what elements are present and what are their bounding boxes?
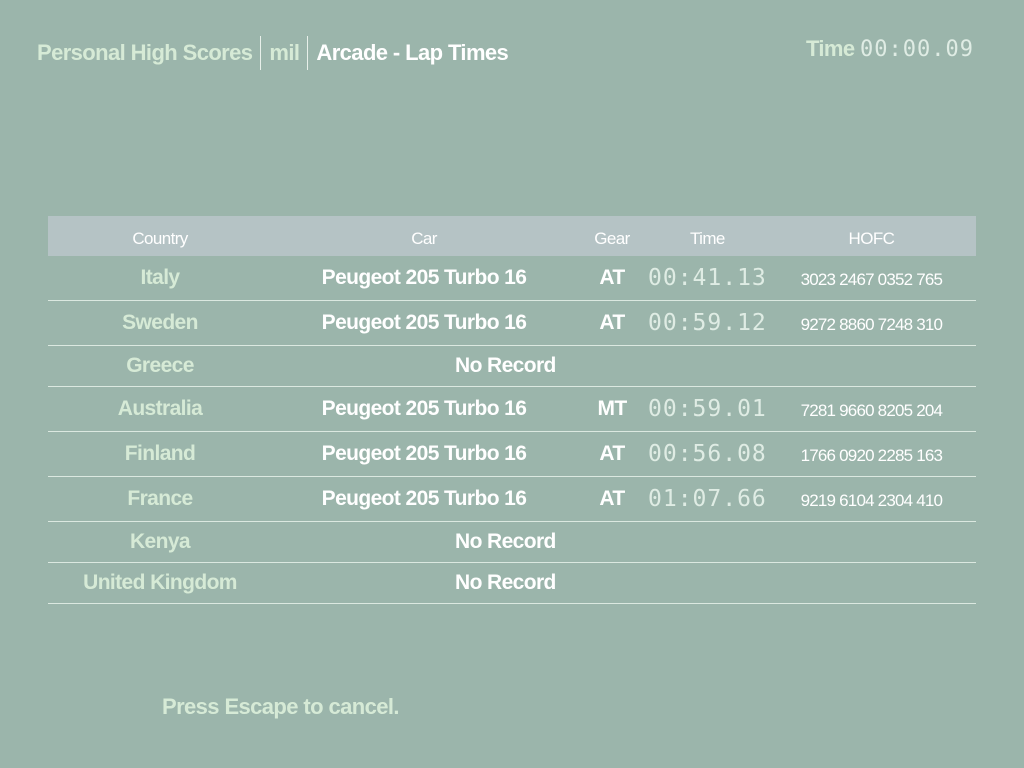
country-cell: Kenya — [48, 521, 272, 563]
table-row: Australia Peugeot 205 Turbo 16 MT 00:59.01 7… — [48, 386, 976, 432]
car-cell: Peugeot 205 Turbo 16 — [272, 300, 576, 346]
timer-label: Time — [805, 36, 855, 61]
timer: Time 00:00.09 — [806, 36, 974, 62]
gear-cell: AT — [576, 300, 648, 346]
timer-value: 00:00.09 — [860, 37, 974, 62]
hofc-cell: 9272 8860 7248 310 — [766, 300, 976, 346]
country-cell: Finland — [48, 431, 272, 477]
country-cell: Italy — [48, 256, 272, 301]
country-cell: Australia — [48, 386, 272, 432]
gear-cell: AT — [576, 431, 648, 477]
country-cell: Greece — [48, 345, 272, 387]
mode-title: Arcade - Lap Times — [316, 40, 509, 65]
table-row: Sweden Peugeot 205 Turbo 16 AT 00:59.12 9272… — [48, 300, 976, 346]
time-cell: 00:59.12 — [648, 300, 767, 346]
col-gear: Gear — [576, 216, 648, 256]
gear-cell: AT — [576, 476, 648, 522]
col-time: Time — [648, 216, 767, 256]
no-record-cell: No Record — [272, 521, 976, 563]
car-cell: Peugeot 205 Turbo 16 — [272, 256, 576, 301]
country-cell: Sweden — [48, 300, 272, 346]
table-header: Country Car Gear Time HOFC — [48, 216, 976, 256]
col-country: Country — [48, 216, 272, 256]
col-hofc: HOFC — [766, 216, 976, 256]
time-cell: 00:59.01 — [648, 386, 767, 432]
gear-cell: MT — [576, 386, 648, 432]
table-row: United Kingdom No Record — [48, 562, 976, 604]
car-cell: Peugeot 205 Turbo 16 — [272, 476, 576, 522]
hofc-cell: 3023 2467 0352 765 — [766, 256, 976, 301]
divider — [260, 36, 262, 70]
title-bar: Personal High Scores mil Arcade - Lap Ti… — [37, 36, 509, 70]
table-row: Kenya No Record — [48, 521, 976, 563]
section-title: Personal High Scores — [37, 40, 253, 65]
country-cell: France — [48, 476, 272, 522]
car-cell: Peugeot 205 Turbo 16 — [272, 431, 576, 477]
hofc-cell: 9219 6104 2304 410 — [766, 476, 976, 522]
col-car: Car — [272, 216, 576, 256]
escape-hint: Press Escape to cancel. — [162, 694, 400, 719]
table-row: Greece No Record — [48, 345, 976, 387]
divider — [307, 36, 309, 70]
time-cell: 00:41.13 — [648, 256, 767, 301]
table-row: Italy Peugeot 205 Turbo 16 AT 00:41.13 3023 … — [48, 256, 976, 301]
table-row: Finland Peugeot 205 Turbo 16 AT 00:56.08 176… — [48, 431, 976, 477]
hofc-cell: 7281 9660 8205 204 — [766, 386, 976, 432]
time-cell: 00:56.08 — [648, 431, 767, 477]
hofc-cell: 1766 0920 2285 163 — [766, 431, 976, 477]
country-cell: United Kingdom — [48, 562, 272, 604]
car-cell: Peugeot 205 Turbo 16 — [272, 386, 576, 432]
user-name: mil — [269, 40, 300, 65]
no-record-cell: No Record — [272, 562, 976, 604]
gear-cell: AT — [576, 256, 648, 301]
time-cell: 01:07.66 — [648, 476, 767, 522]
high-scores-table: Country Car Gear Time HOFC Italy Peugeot … — [48, 216, 976, 604]
table-row: France Peugeot 205 Turbo 16 AT 01:07.66 9219… — [48, 476, 976, 522]
no-record-cell: No Record — [272, 345, 976, 387]
